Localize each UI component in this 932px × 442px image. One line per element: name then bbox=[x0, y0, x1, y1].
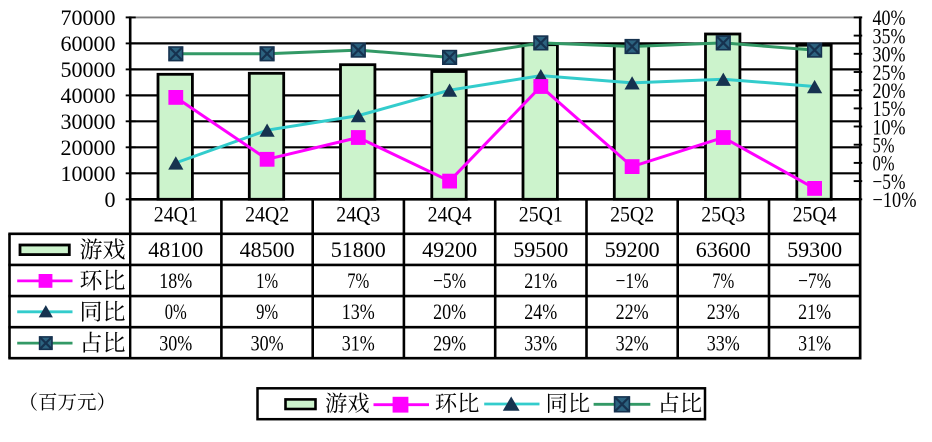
svg-text:30%: 30% bbox=[159, 330, 192, 355]
svg-text:24Q1: 24Q1 bbox=[154, 202, 198, 227]
svg-text:33%: 33% bbox=[707, 330, 740, 355]
svg-text:7%: 7% bbox=[347, 268, 369, 293]
svg-text:60000: 60000 bbox=[61, 31, 116, 56]
svg-text:59200: 59200 bbox=[605, 237, 660, 262]
svg-text:24%: 24% bbox=[524, 299, 557, 324]
svg-text:20000: 20000 bbox=[61, 135, 116, 160]
svg-text:13%: 13% bbox=[342, 299, 375, 324]
svg-text:24Q3: 24Q3 bbox=[336, 202, 380, 227]
svg-text:33%: 33% bbox=[524, 330, 557, 355]
svg-text:48100: 48100 bbox=[148, 237, 203, 262]
svg-text:7%: 7% bbox=[712, 268, 734, 293]
svg-text:40%: 40% bbox=[873, 5, 906, 30]
svg-text:20%: 20% bbox=[433, 299, 466, 324]
svg-text:9%: 9% bbox=[256, 299, 278, 324]
svg-text:21%: 21% bbox=[798, 299, 831, 324]
svg-text:30%: 30% bbox=[873, 42, 906, 67]
svg-text:−10%: −10% bbox=[873, 187, 917, 212]
svg-text:32%: 32% bbox=[616, 330, 649, 355]
svg-text:59300: 59300 bbox=[787, 237, 842, 262]
svg-text:49200: 49200 bbox=[422, 237, 477, 262]
svg-text:−7%: −7% bbox=[798, 268, 831, 293]
svg-text:1%: 1% bbox=[256, 268, 278, 293]
svg-text:30%: 30% bbox=[251, 330, 284, 355]
svg-text:40000: 40000 bbox=[61, 83, 116, 108]
svg-text:31%: 31% bbox=[798, 330, 831, 355]
svg-text:48500: 48500 bbox=[240, 237, 295, 262]
svg-text:25Q2: 25Q2 bbox=[610, 202, 654, 227]
svg-text:−5%: −5% bbox=[873, 169, 906, 194]
svg-text:51800: 51800 bbox=[331, 237, 386, 262]
svg-text:24Q2: 24Q2 bbox=[245, 202, 289, 227]
svg-text:50000: 50000 bbox=[61, 57, 116, 82]
svg-text:10%: 10% bbox=[873, 114, 906, 139]
svg-text:0%: 0% bbox=[165, 299, 187, 324]
svg-text:15%: 15% bbox=[873, 96, 906, 121]
svg-text:25Q4: 25Q4 bbox=[793, 202, 837, 227]
svg-text:59500: 59500 bbox=[513, 237, 568, 262]
svg-text:25%: 25% bbox=[873, 60, 906, 85]
svg-text:70000: 70000 bbox=[61, 5, 116, 30]
svg-text:−1%: −1% bbox=[616, 268, 649, 293]
svg-text:30000: 30000 bbox=[61, 109, 116, 134]
svg-text:−5%: −5% bbox=[433, 268, 466, 293]
svg-text:23%: 23% bbox=[707, 299, 740, 324]
svg-text:31%: 31% bbox=[342, 330, 375, 355]
svg-text:63600: 63600 bbox=[696, 237, 751, 262]
svg-text:10000: 10000 bbox=[61, 161, 116, 186]
svg-text:25Q3: 25Q3 bbox=[701, 202, 745, 227]
svg-text:5%: 5% bbox=[873, 133, 895, 158]
svg-text:35%: 35% bbox=[873, 23, 906, 48]
svg-text:20%: 20% bbox=[873, 78, 906, 103]
svg-text:22%: 22% bbox=[616, 299, 649, 324]
svg-text:0: 0 bbox=[105, 187, 116, 212]
svg-text:25Q1: 25Q1 bbox=[519, 202, 563, 227]
svg-text:24Q4: 24Q4 bbox=[428, 202, 472, 227]
svg-text:0%: 0% bbox=[873, 151, 895, 176]
svg-text:18%: 18% bbox=[159, 268, 192, 293]
svg-text:21%: 21% bbox=[524, 268, 557, 293]
svg-text:29%: 29% bbox=[433, 330, 466, 355]
